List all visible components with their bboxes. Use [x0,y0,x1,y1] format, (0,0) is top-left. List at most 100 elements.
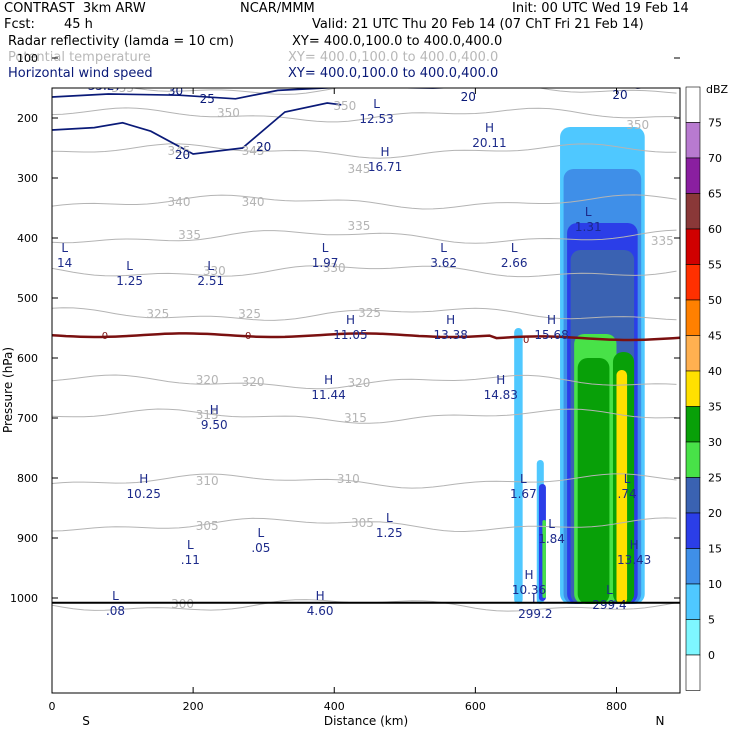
extremum-letter: L [624,472,631,486]
theta-contour-355 [130,88,677,95]
extremum-value: 13.38 [433,328,467,342]
contour-label-freeze: 0 [245,331,251,342]
colorbar-level-label: 30 [708,436,722,449]
stratospheric-theta-contour [52,46,673,48]
extremum-value: .11 [181,553,200,567]
contour-label-freeze: 0 [102,331,108,342]
colorbar-swatch [685,477,701,514]
extremum-value: 3.62 [430,256,457,270]
extremum-value: 11.05 [333,328,367,342]
stratospheric-theta-contour [52,30,673,32]
stratospheric-theta-contour [52,37,673,39]
wind-speed-contour [52,69,680,74]
extremum-high: H10.36 [512,568,546,597]
extremum-letter: L [126,259,133,273]
colorbar-swatch [685,122,701,159]
wind-contours [52,65,680,342]
theta-contour-340 [52,194,677,210]
colorbar-unit: dBZ [706,83,729,96]
colorbar-swatch [685,548,701,585]
extremum-value: 299.2 [518,607,552,621]
extremum-letter: H [485,121,494,135]
y-tick-label: 900 [17,532,38,545]
field1-xy: XY= 400.0,100.0 to 400.0,400.0 [292,34,503,49]
wind-speed-contour [52,65,680,69]
wind-speed-contour [52,102,342,155]
theta-contour-320 [52,374,677,390]
extremum-value: 13.43 [617,553,651,567]
stratospheric-theta-contour [52,53,673,55]
x-tick-label: 600 [465,700,486,713]
extremum-letter: H [446,313,455,327]
theta-contour-345 [52,143,677,159]
extremum-low: L12.53 [359,97,393,126]
extremum-high: H13.38 [433,313,467,342]
x-end-label-right: N [656,714,665,728]
stratospheric-theta-contour [52,35,673,37]
contour-label-theta: 345 [242,144,265,158]
y-tick-label: 200 [17,112,38,125]
colorbar-swatch [685,370,701,407]
x-tick-label: 200 [183,700,204,713]
extremum-value: 20.11 [472,136,506,150]
extremum-high: H10.25 [127,472,161,501]
colorbar-level-label: 20 [708,507,722,520]
contour-label-theta: 310 [337,472,360,486]
contour-label-wind: 25 [200,92,215,106]
contour-label-theta: 305 [351,516,374,530]
extremum-low: L3.62 [430,241,457,270]
extremum-high: H30.32 [508,52,542,81]
x-tick-label: 0 [49,700,56,713]
stratospheric-theta-contour [52,55,673,57]
extremum-low: L1.31 [575,205,602,234]
extremum-value: 11.44 [311,388,345,402]
stratospheric-theta-contour [52,51,673,53]
extremum-value: 31.48 [247,67,281,81]
model-title: CONTRAST 3km ARW [4,1,146,16]
extremum-value: 35.27 [88,79,122,93]
extremum-value: 1.97 [312,256,339,270]
contour-label-wind: 30 [168,84,183,98]
extremum-letter: L [61,241,68,255]
colorbar-swatch [685,654,701,691]
extremum-value: 1.25 [116,274,143,288]
extremum-low: L1.25 [376,511,403,540]
contour-label-theta: 350 [217,106,240,120]
contour-label-theta: 340 [168,195,191,209]
fcst-value: 45 h [64,17,93,32]
x-axis-title: Distance (km) [324,714,408,728]
extremum-letter: H [210,403,219,417]
colorbar-level-label: 5 [708,614,715,627]
contour-labels: 355 350 350 350 345 345 345 340 340 335 335 335 330 3… [102,75,674,611]
extremum-letter: H [630,538,639,552]
colorbar-level-label: 40 [708,365,722,378]
contour-label-theta: 355 [111,81,134,95]
contour-label-wind: 25 [320,75,335,89]
contour-label-wind: 20 [461,90,476,104]
extremum-high: H32.11 [384,52,418,81]
contour-label-theta: 325 [238,307,261,321]
colorbar-swatch [685,193,701,230]
init-time: Init: 00 UTC Wed 19 Feb 14 [512,1,689,16]
colorbar-level-label: 15 [708,543,722,556]
colorbar-swatch [685,157,701,194]
contour-label-freeze: 0 [523,335,529,346]
extremum-letter: H [547,313,556,327]
plot-frame [51,87,681,694]
reflectivity-layer [52,88,680,693]
extremum-low: L.08 [106,589,125,618]
y-tick-label: 600 [17,352,38,365]
theta-contour-315 [52,408,677,424]
reflectivity-cell-30dbz [577,358,610,604]
extremum-letter: L [511,241,518,255]
extremum-letter: L [373,97,380,111]
extremum-letter: H [324,373,333,387]
colorbar-level-label: 75 [708,117,722,130]
extremum-high: H9.50 [201,403,228,432]
org-title: NCAR/MMM [240,1,315,16]
stratospheric-theta-contour [52,32,673,34]
contour-label-theta: 300 [171,597,194,611]
stratospheric-theta-contour [52,42,673,44]
contour-label-wind: 20 [175,148,190,162]
